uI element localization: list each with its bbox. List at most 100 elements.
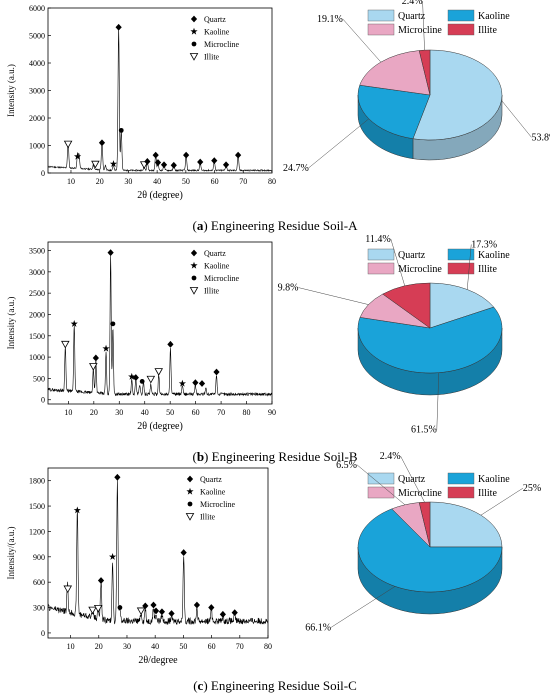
pie-value-label: 6.5% xyxy=(336,460,357,471)
x-axis-label: 2θ (degree) xyxy=(137,190,183,201)
caption-c: (c) Engineering Residue Soil-C xyxy=(193,678,357,693)
quartz-marker xyxy=(114,473,121,481)
pie-slice-illite xyxy=(382,282,431,329)
quartz-marker xyxy=(158,608,166,616)
legend-label: Microcline xyxy=(204,274,240,283)
illite-marker xyxy=(189,53,199,61)
y-tick-label: 600 xyxy=(33,578,45,587)
legend-swatch xyxy=(367,486,395,499)
pie-leader-line xyxy=(480,487,524,516)
quartz-marker xyxy=(211,157,218,165)
pie-value-label: 11.4% xyxy=(365,234,390,245)
kaoline-marker xyxy=(70,320,78,327)
pie-chart-3: QuartzKaolineMicroclineIllite25%66.1%6.5… xyxy=(305,451,541,633)
kaoline-marker xyxy=(109,160,118,167)
x-tick-label: 30 xyxy=(115,408,123,417)
pie-leader-line xyxy=(422,1,425,51)
pie-value-label: 25% xyxy=(523,483,541,494)
legend-label: Kaoline xyxy=(204,262,230,271)
kaoline-marker xyxy=(178,379,187,387)
quartz-marker xyxy=(160,161,168,169)
pie-value-label: 2.4% xyxy=(380,451,401,462)
pie-chart-1: Quartz Kaoline Microcline Illite 53.8% 24.7% 1… xyxy=(283,0,550,174)
pie-slice-microcline xyxy=(359,50,431,96)
legend-label: Illite xyxy=(478,25,497,36)
quartz-marker xyxy=(107,249,114,257)
legend-label: Illite xyxy=(478,488,497,499)
quartz-marker xyxy=(115,23,122,31)
microcline-marker xyxy=(191,275,197,281)
pie-leader-line xyxy=(400,456,425,503)
legend-swatch xyxy=(447,9,475,22)
pie-slice-illite xyxy=(418,49,431,96)
y-tick-label: 1800 xyxy=(29,477,45,486)
quartz-marker xyxy=(97,577,105,584)
x-tick-label: 30 xyxy=(124,177,132,186)
y-tick-label: 3500 xyxy=(29,247,45,256)
x-tick-label: 10 xyxy=(64,408,72,417)
legend-swatch xyxy=(367,472,395,485)
quartz-marker xyxy=(144,158,151,165)
quartz-marker xyxy=(150,601,157,609)
illite-marker xyxy=(136,607,146,616)
pie-value-label: 2.4% xyxy=(402,0,423,7)
kaoline-marker xyxy=(128,372,136,380)
y-tick-label: 5000 xyxy=(29,32,45,41)
kaoline-marker xyxy=(190,261,198,269)
x-tick-label: 40 xyxy=(153,177,161,186)
x-tick-label: 50 xyxy=(182,177,190,186)
legend-label: Quartz xyxy=(398,11,426,22)
legend-label: Quartz xyxy=(204,249,226,258)
pie-leader-line xyxy=(308,118,370,168)
y-tick-label: 0 xyxy=(41,169,45,178)
quartz-marker xyxy=(142,602,149,610)
pie-value-label: 24.7% xyxy=(283,163,309,174)
xrd-pattern-line xyxy=(47,27,272,173)
pie-slice-kaoline xyxy=(357,508,503,593)
x-tick-label: 30 xyxy=(123,642,131,651)
x-tick-label: 50 xyxy=(166,408,174,417)
quartz-marker xyxy=(219,610,226,618)
legend-label: Kaoline xyxy=(478,474,510,485)
y-tick-label: 1500 xyxy=(29,502,45,511)
pie-slice-kaoline xyxy=(357,84,431,140)
caption-a: (a) Engineering Residue Soil-A xyxy=(192,218,358,233)
illite-marker xyxy=(154,368,164,376)
x-tick-label: 80 xyxy=(268,177,276,186)
quartz-marker xyxy=(235,151,242,159)
quartz-marker xyxy=(168,610,175,617)
illite-marker xyxy=(88,606,97,615)
x-tick-label: 70 xyxy=(217,408,225,417)
xrd-chart-1: 10 20 30 40 50 60 70 80 0 1000 2000 3000 4000 5000 600… xyxy=(6,4,276,201)
pie-leader-line xyxy=(501,100,532,138)
pie-value-label: 61.5% xyxy=(411,425,437,436)
x-tick-label: 20 xyxy=(90,408,98,417)
pie-leader-line xyxy=(330,586,396,628)
illite-marker xyxy=(61,340,70,349)
legend-label: Quartz xyxy=(200,475,222,484)
x-tick-label: 10 xyxy=(67,177,75,186)
x-tick-label: 80 xyxy=(264,642,272,651)
legend-swatch xyxy=(367,248,395,261)
x-tick-label: 90 xyxy=(268,408,276,417)
y-axis-label: Intensity (a.u.) xyxy=(6,297,16,350)
x-tick-label: 50 xyxy=(179,642,187,651)
x-tick-label: 60 xyxy=(211,177,219,186)
y-tick-label: 2500 xyxy=(29,289,45,298)
y-tick-label: 4000 xyxy=(29,59,45,68)
legend-swatch xyxy=(447,248,475,261)
pie-leader-line xyxy=(390,238,406,286)
legend-label: Microcline xyxy=(200,500,236,509)
pie-value-label: 17.3% xyxy=(471,239,497,250)
quartz-marker xyxy=(186,475,194,483)
quartz-marker xyxy=(132,374,139,381)
quartz-marker xyxy=(170,161,177,169)
pie-leader-line xyxy=(466,244,472,290)
xrd-pattern-line xyxy=(47,480,268,625)
y-tick-label: 500 xyxy=(33,374,45,383)
quartz-marker xyxy=(208,604,215,611)
x-tick-label: 20 xyxy=(96,177,104,186)
kaoline-marker xyxy=(108,553,117,560)
y-tick-label: 2000 xyxy=(29,114,45,123)
y-tick-label: 1200 xyxy=(29,527,45,536)
